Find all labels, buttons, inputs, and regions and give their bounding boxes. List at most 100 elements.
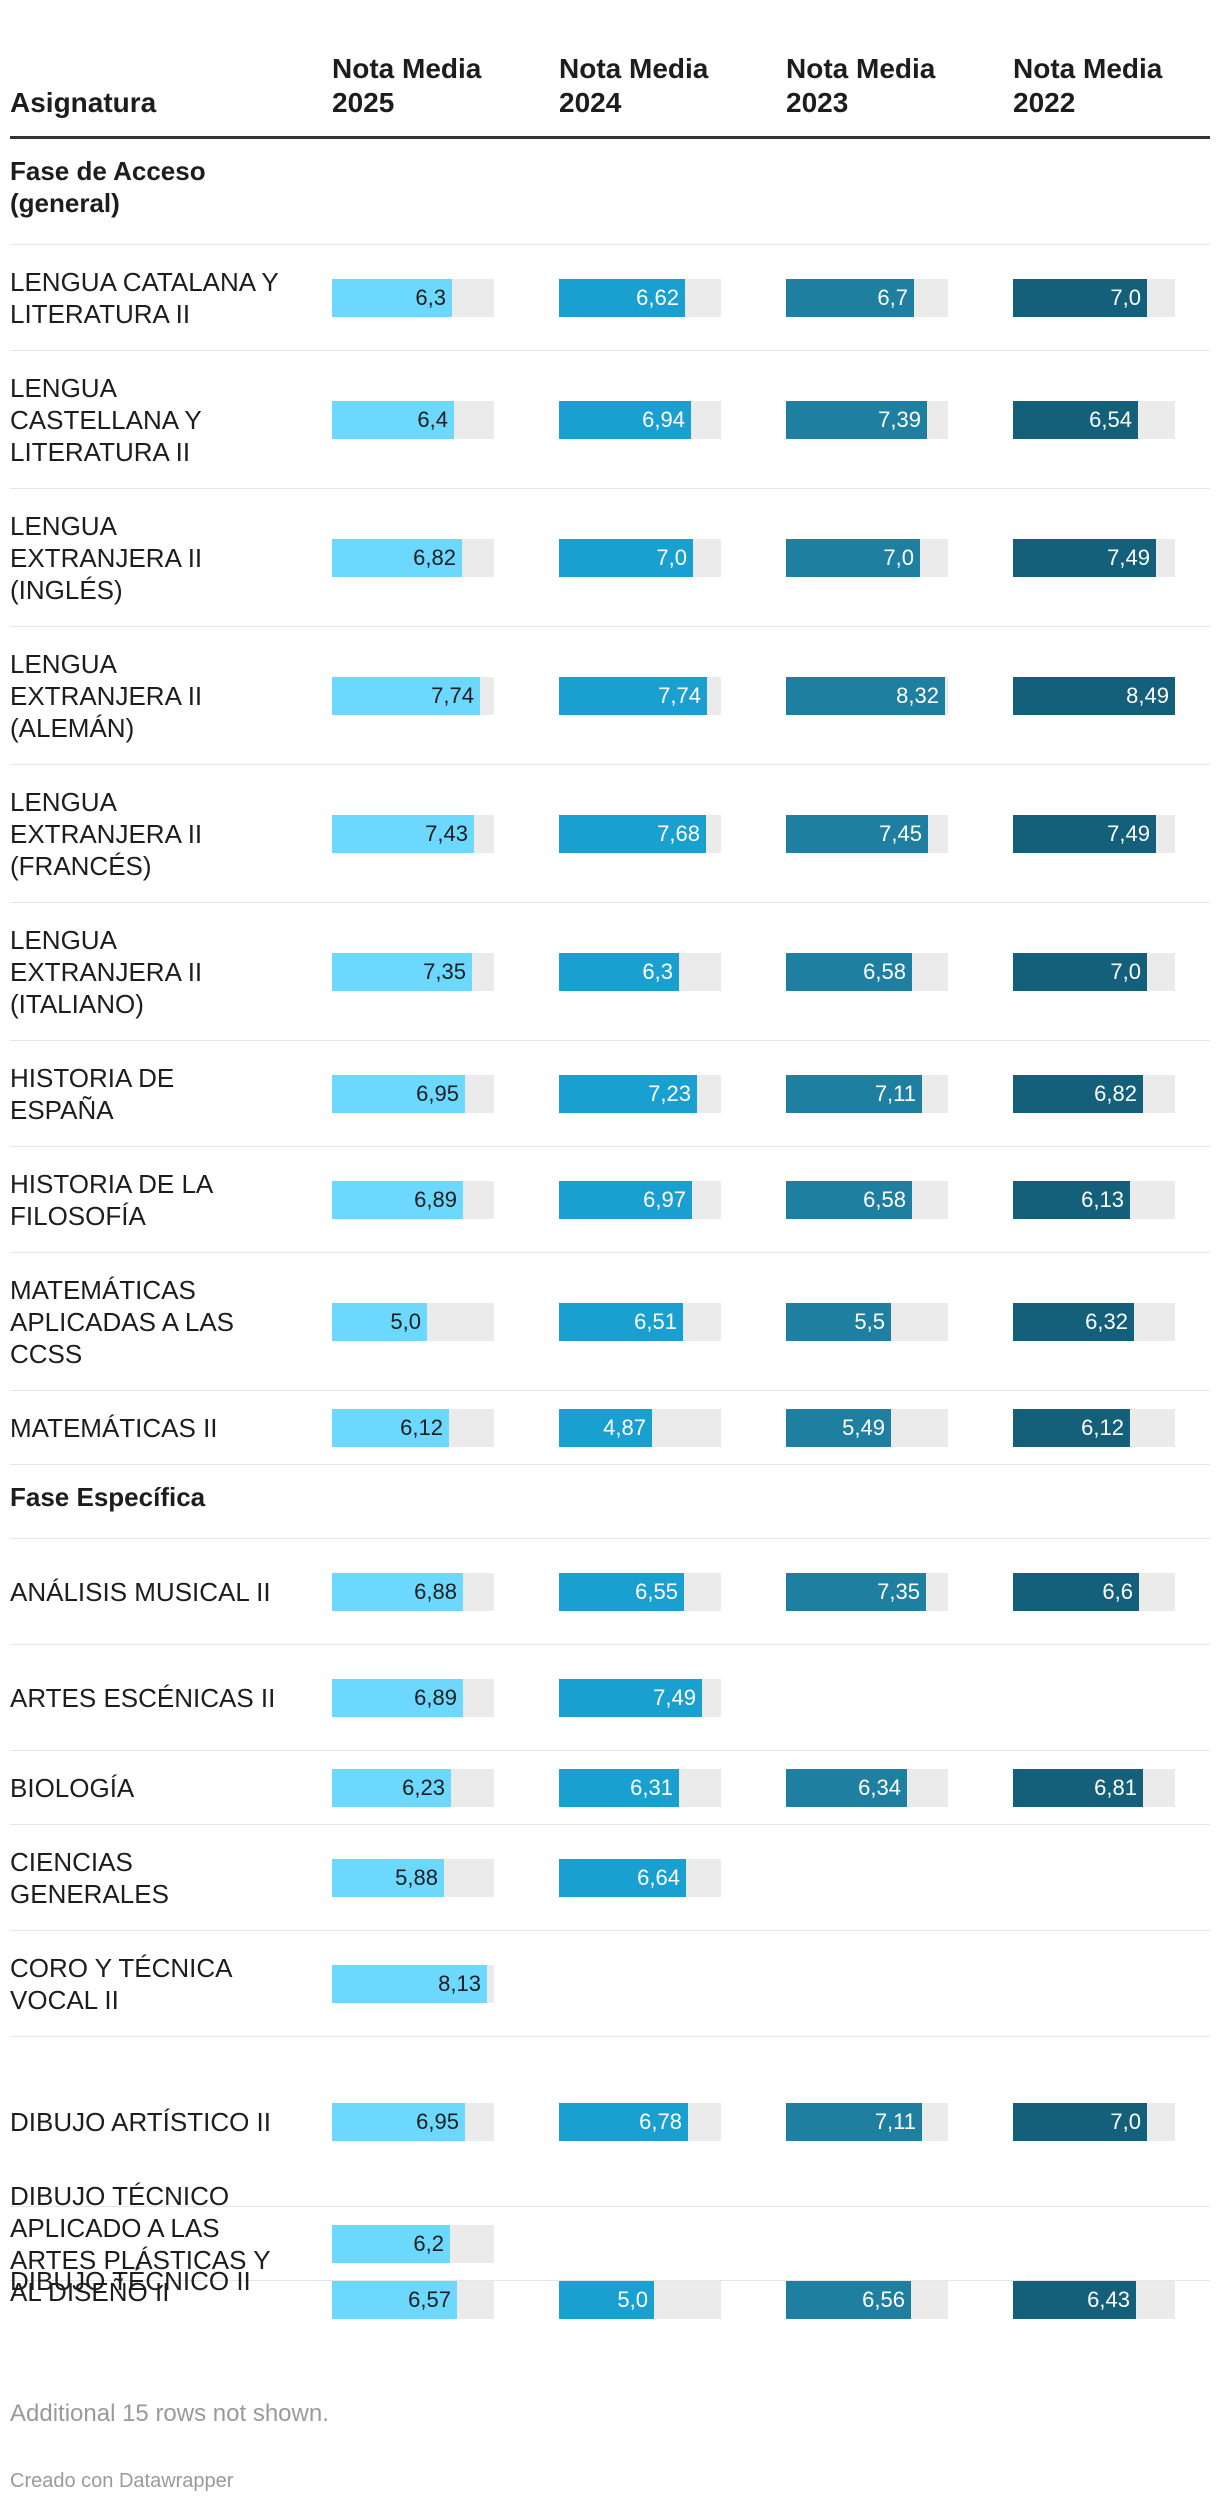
bar-track-2023: 7,11 — [786, 2103, 948, 2141]
bar-track-2024: 6,55 — [559, 1573, 721, 1611]
bar-2025 — [332, 1409, 449, 1447]
subject-label: LENGUA EXTRANJERA II (ITALIANO) — [10, 924, 203, 1019]
bar-2025 — [332, 953, 472, 991]
bar-value-label-2022: 6,54 — [1089, 407, 1132, 432]
bar-value-label-2022: 7,0 — [1110, 959, 1141, 984]
bar-track-2023: 7,45 — [786, 815, 948, 853]
bar-value-label-2024: 6,94 — [642, 407, 685, 432]
bar-2025 — [332, 1679, 463, 1717]
bar-2025 — [332, 1303, 427, 1341]
bar-track-2023: 7,39 — [786, 401, 948, 439]
bar-value-label-2022: 6,82 — [1094, 1081, 1137, 1106]
bar-value-label-2025: 6,23 — [402, 1775, 445, 1800]
subject-label: ARTES ESCÉNICAS II — [10, 1682, 276, 1713]
bar-value-label-2024: 4,87 — [603, 1415, 646, 1440]
bar-track-2025: 6,95 — [332, 2103, 494, 2141]
table-row: HISTORIA DE LA FILOSOFÍA 6,89 6,97 6,58 6,13 — [10, 1147, 1210, 1253]
bar-track-2023: 6,56 — [786, 2281, 948, 2319]
subject-label: MATEMÁTICAS APLICADAS A LAS CCSS — [10, 1274, 235, 1369]
bar-2025 — [332, 2225, 450, 2263]
table-row: CORO Y TÉCNICA VOCAL II 8,13 — [10, 1931, 1210, 2037]
bar-2023 — [786, 1181, 912, 1219]
bar-value-label-2023: 5,49 — [842, 1415, 885, 1440]
table-row: LENGUA EXTRANJERA II (ITALIANO) 7,35 6,3 6,… — [10, 903, 1210, 1041]
bar-2024 — [559, 1769, 679, 1807]
bar-value-label-2025: 7,74 — [431, 683, 474, 708]
bar-2022 — [1013, 279, 1147, 317]
bar-value-label-2022: 7,49 — [1107, 545, 1150, 570]
bar-value-label-2024: 7,0 — [656, 545, 687, 570]
section-row: Fase de Acceso (general) — [10, 139, 1210, 245]
bar-value-label-2024: 6,3 — [642, 959, 673, 984]
bar-track-2023: 8,32 — [786, 677, 948, 715]
bar-2022 — [1013, 815, 1156, 853]
bar-2022 — [1013, 1181, 1130, 1219]
bar-track-2022: 6,13 — [1013, 1181, 1175, 1219]
bar-track-2024: 6,3 — [559, 953, 721, 991]
bar-track-2025: 6,12 — [332, 1409, 494, 1447]
bar-value-label-2024: 7,74 — [658, 683, 701, 708]
bar-2023 — [786, 1409, 891, 1447]
bar-2025 — [332, 1859, 444, 1897]
table-row: LENGUA EXTRANJERA II (ALEMÁN) 7,74 7,74 8,3… — [10, 627, 1210, 765]
bar-value-label-2025: 6,82 — [413, 545, 456, 570]
bar-track-2023: 7,0 — [786, 539, 948, 577]
bar-value-label-2024: 6,55 — [635, 1579, 678, 1604]
bar-track-2022: 6,32 — [1013, 1303, 1175, 1341]
bar-track-2024: 6,78 — [559, 2103, 721, 2141]
bar-value-label-2024: 6,31 — [630, 1775, 673, 1800]
bar-track-2025: 6,57 — [332, 2281, 494, 2319]
bar-2024 — [559, 2103, 688, 2141]
bar-2024 — [559, 1679, 702, 1717]
table-row: LENGUA CATALANA Y LITERATURA II 6,3 6,62 6,… — [10, 245, 1210, 351]
bar-2022 — [1013, 1409, 1130, 1447]
subject-label: CORO Y TÉCNICA VOCAL II — [10, 1952, 232, 2015]
subject-label: LENGUA EXTRANJERA II (ALEMÁN) — [10, 648, 203, 743]
bar-2023 — [786, 815, 928, 853]
bar-2022 — [1013, 2103, 1147, 2141]
bar-2024 — [559, 1409, 652, 1447]
bar-track-2022: 6,43 — [1013, 2281, 1175, 2319]
bar-track-2024: 6,94 — [559, 401, 721, 439]
bar-value-label-2025: 6,89 — [414, 1187, 457, 1212]
bar-2025 — [332, 1075, 465, 1113]
bar-track-2025: 7,74 — [332, 677, 494, 715]
bar-track-2022: 7,0 — [1013, 2103, 1175, 2141]
bar-track-2025: 6,89 — [332, 1181, 494, 1219]
subject-label: MATEMÁTICAS II — [10, 1412, 218, 1443]
table-row: LENGUA EXTRANJERA II (FRANCÉS) 7,43 7,68 7,… — [10, 765, 1210, 903]
bar-track-2023: 6,58 — [786, 1181, 948, 1219]
bar-value-label-2025: 8,13 — [438, 1971, 481, 1996]
bar-2022 — [1013, 1303, 1134, 1341]
section-label: Fase Específica — [10, 1482, 206, 1512]
table-row: BIOLOGÍA 6,23 6,31 6,34 6,81 — [10, 1751, 1210, 1825]
bar-2024 — [559, 815, 706, 853]
bar-2024 — [559, 1573, 684, 1611]
bar-value-label-2022: 6,13 — [1081, 1187, 1124, 1212]
section-row: Fase Específica — [10, 1465, 1210, 1539]
header-label-column: Asignatura — [10, 87, 157, 118]
bar-2024 — [559, 1859, 686, 1897]
bar-2025 — [332, 539, 462, 577]
subject-label: DIBUJO TÉCNICO APLICADO A LAS ARTES PLÁS… — [10, 2180, 271, 2307]
bar-track-2025: 8,13 — [332, 1965, 494, 2003]
bar-track-2024: 7,0 — [559, 539, 721, 577]
bar-value-label-2024: 6,78 — [639, 2109, 682, 2134]
bar-2022 — [1013, 539, 1156, 577]
bar-2023 — [786, 953, 912, 991]
bar-value-label-2025: 5,0 — [390, 1309, 421, 1334]
datawrapper-credit: Creado con Datawrapper — [10, 2470, 234, 2492]
bar-value-label-2024: 6,51 — [634, 1309, 677, 1334]
bar-track-2025: 6,4 — [332, 401, 494, 439]
bar-track-2022: 8,49 — [1013, 677, 1175, 715]
bar-2024 — [559, 677, 707, 715]
bar-2022 — [1013, 677, 1175, 715]
bar-track-2025: 6,23 — [332, 1769, 494, 1807]
bar-value-label-2023: 7,11 — [874, 2109, 916, 2134]
bar-track-2025: 7,43 — [332, 815, 494, 853]
bar-2025 — [332, 1181, 463, 1219]
bar-value-label-2023: 6,58 — [863, 1187, 906, 1212]
bar-2023 — [786, 2103, 922, 2141]
table-row: LENGUA CASTELLANA Y LITERATURA II 6,4 6,94… — [10, 351, 1210, 489]
bar-track-2023: 6,7 — [786, 279, 948, 317]
